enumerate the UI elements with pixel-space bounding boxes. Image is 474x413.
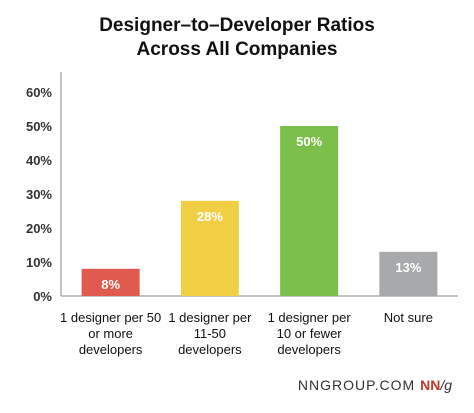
y-axis-ticks: 0% 10% 20% 30% 40% 50% 60% — [26, 85, 52, 304]
category-label-line: 1 designer per — [267, 310, 351, 325]
bar — [180, 200, 239, 296]
y-tick-label: 60% — [26, 85, 52, 100]
data-label: 8% — [101, 277, 120, 292]
category-label-line: 10 or fewer — [276, 326, 342, 341]
footer-logo-g: g — [444, 377, 452, 393]
y-tick-label: 50% — [26, 119, 52, 134]
data-labels: 8% 28% 50% 13% — [101, 134, 422, 292]
y-tick-label: 10% — [26, 255, 52, 270]
category-label: 1 designer per 10 or fewer developers — [249, 310, 369, 358]
category-label: 1 designer per 11-50 developers — [150, 310, 270, 358]
footer-site: NNGROUP.COM — [297, 377, 416, 393]
category-label-line: 1 designer per — [168, 310, 252, 325]
bar — [81, 268, 140, 296]
data-label: 28% — [197, 209, 223, 224]
footer-credit: NNGROUP.COM NN/g — [298, 377, 452, 393]
chart-title-line-2: Across All Companies — [136, 39, 338, 60]
y-tick-label: 0% — [33, 289, 52, 304]
category-label: 1 designer per 50 or more developers — [51, 310, 171, 358]
bars — [81, 126, 438, 296]
data-label: 50% — [296, 134, 322, 149]
y-tick-label: 20% — [26, 221, 52, 236]
footer-logo-nn: NN — [420, 377, 441, 393]
footer-logo-slash: / — [440, 377, 445, 393]
chart-title: Designer–to–Developer Ratios Across All … — [0, 14, 474, 62]
category-label-line: developers — [178, 342, 242, 357]
category-label: Not sure — [348, 310, 468, 326]
category-label-line: Not sure — [383, 310, 433, 325]
category-label-line: 11-50 — [193, 326, 227, 341]
chart-title-line-1: Designer–to–Developer Ratios — [99, 15, 375, 36]
bar — [280, 126, 339, 296]
category-label-line: 1 designer per 50 — [60, 310, 162, 325]
data-label: 13% — [395, 260, 421, 275]
y-tick-label: 40% — [26, 153, 52, 168]
category-label-line: or more — [88, 326, 134, 341]
category-label-line: developers — [277, 342, 341, 357]
y-tick-label: 30% — [26, 187, 52, 202]
bar — [379, 251, 438, 296]
category-label-line: developers — [78, 342, 143, 357]
